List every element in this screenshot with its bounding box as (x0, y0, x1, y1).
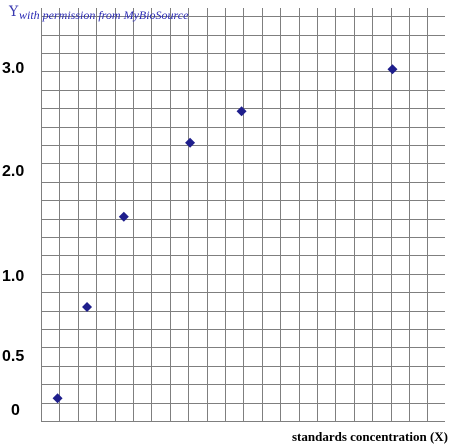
grid (41, 8, 445, 422)
y-tick-label-half: 0.5 (2, 348, 24, 365)
x-axis-label: standards concentration (X) (292, 429, 448, 444)
y-tick-label-0: 0 (11, 402, 20, 419)
data-point-4 (185, 137, 196, 148)
data-point-1 (52, 393, 63, 404)
y-tick-label-1: 1.0 (2, 268, 24, 285)
y-tick-label-2: 2.0 (2, 163, 24, 180)
data-point-3 (118, 211, 129, 222)
data-points (52, 64, 398, 404)
data-point-6 (387, 64, 398, 75)
y-axis-label: Y (8, 4, 19, 20)
data-point-5 (236, 106, 247, 117)
data-point-2 (82, 302, 93, 312)
watermark-text: with permission from MyBioSource (19, 8, 189, 22)
y-tick-label-3: 3.0 (2, 60, 24, 77)
